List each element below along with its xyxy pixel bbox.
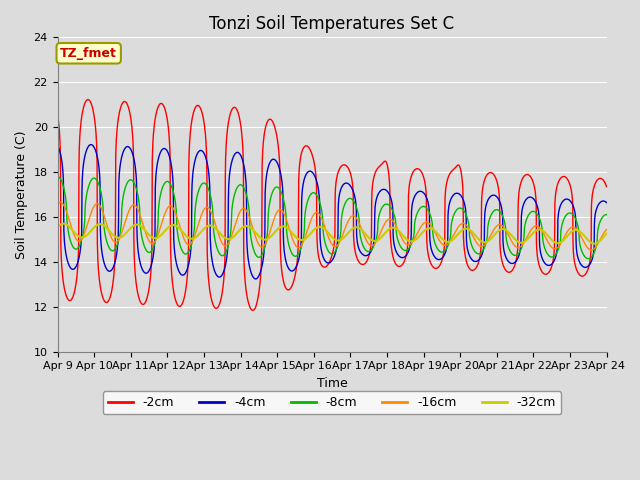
-16cm	[321, 224, 328, 229]
-32cm	[54, 224, 61, 230]
-4cm	[252, 276, 260, 282]
Y-axis label: Soil Temperature (C): Soil Temperature (C)	[15, 130, 28, 259]
-8cm	[306, 192, 314, 198]
-8cm	[603, 212, 611, 217]
-8cm	[486, 215, 493, 221]
-32cm	[587, 240, 595, 245]
-2cm	[486, 170, 494, 176]
-16cm	[57, 200, 65, 205]
-8cm	[54, 174, 61, 180]
-2cm	[321, 264, 329, 270]
Line: -2cm: -2cm	[58, 99, 607, 310]
-2cm	[587, 250, 595, 255]
-32cm	[591, 241, 598, 247]
-2cm	[249, 307, 257, 313]
-32cm	[603, 231, 611, 237]
-2cm	[307, 147, 314, 153]
-4cm	[54, 143, 61, 148]
Legend: -2cm, -4cm, -8cm, -16cm, -32cm: -2cm, -4cm, -8cm, -16cm, -32cm	[103, 391, 561, 414]
-4cm	[603, 200, 611, 205]
-8cm	[587, 255, 595, 261]
-8cm	[321, 237, 328, 243]
-4cm	[82, 150, 90, 156]
-32cm	[486, 237, 494, 242]
-8cm	[82, 200, 90, 205]
Line: -8cm: -8cm	[58, 177, 607, 259]
-16cm	[587, 247, 595, 253]
-4cm	[486, 194, 494, 200]
-16cm	[307, 219, 314, 225]
-32cm	[60, 221, 67, 227]
-16cm	[587, 247, 595, 253]
Line: -32cm: -32cm	[58, 224, 607, 244]
-16cm	[588, 247, 595, 253]
Title: Tonzi Soil Temperatures Set C: Tonzi Soil Temperatures Set C	[209, 15, 454, 33]
-2cm	[603, 184, 611, 190]
-8cm	[587, 255, 595, 261]
-16cm	[82, 227, 90, 232]
-32cm	[321, 226, 328, 232]
-4cm	[87, 142, 95, 147]
-16cm	[603, 227, 611, 232]
-16cm	[486, 234, 494, 240]
-32cm	[587, 240, 595, 245]
-2cm	[54, 111, 61, 117]
-2cm	[84, 96, 92, 102]
Line: -16cm: -16cm	[58, 203, 607, 250]
-4cm	[321, 258, 329, 264]
X-axis label: Time: Time	[317, 377, 348, 390]
-32cm	[307, 231, 314, 237]
-32cm	[82, 233, 90, 239]
-4cm	[588, 259, 595, 265]
-8cm	[584, 256, 592, 262]
-4cm	[587, 260, 595, 265]
-16cm	[54, 202, 61, 208]
Line: -4cm: -4cm	[58, 144, 607, 279]
Text: TZ_fmet: TZ_fmet	[60, 47, 117, 60]
-2cm	[588, 243, 595, 249]
-2cm	[82, 99, 90, 105]
-4cm	[307, 168, 314, 174]
